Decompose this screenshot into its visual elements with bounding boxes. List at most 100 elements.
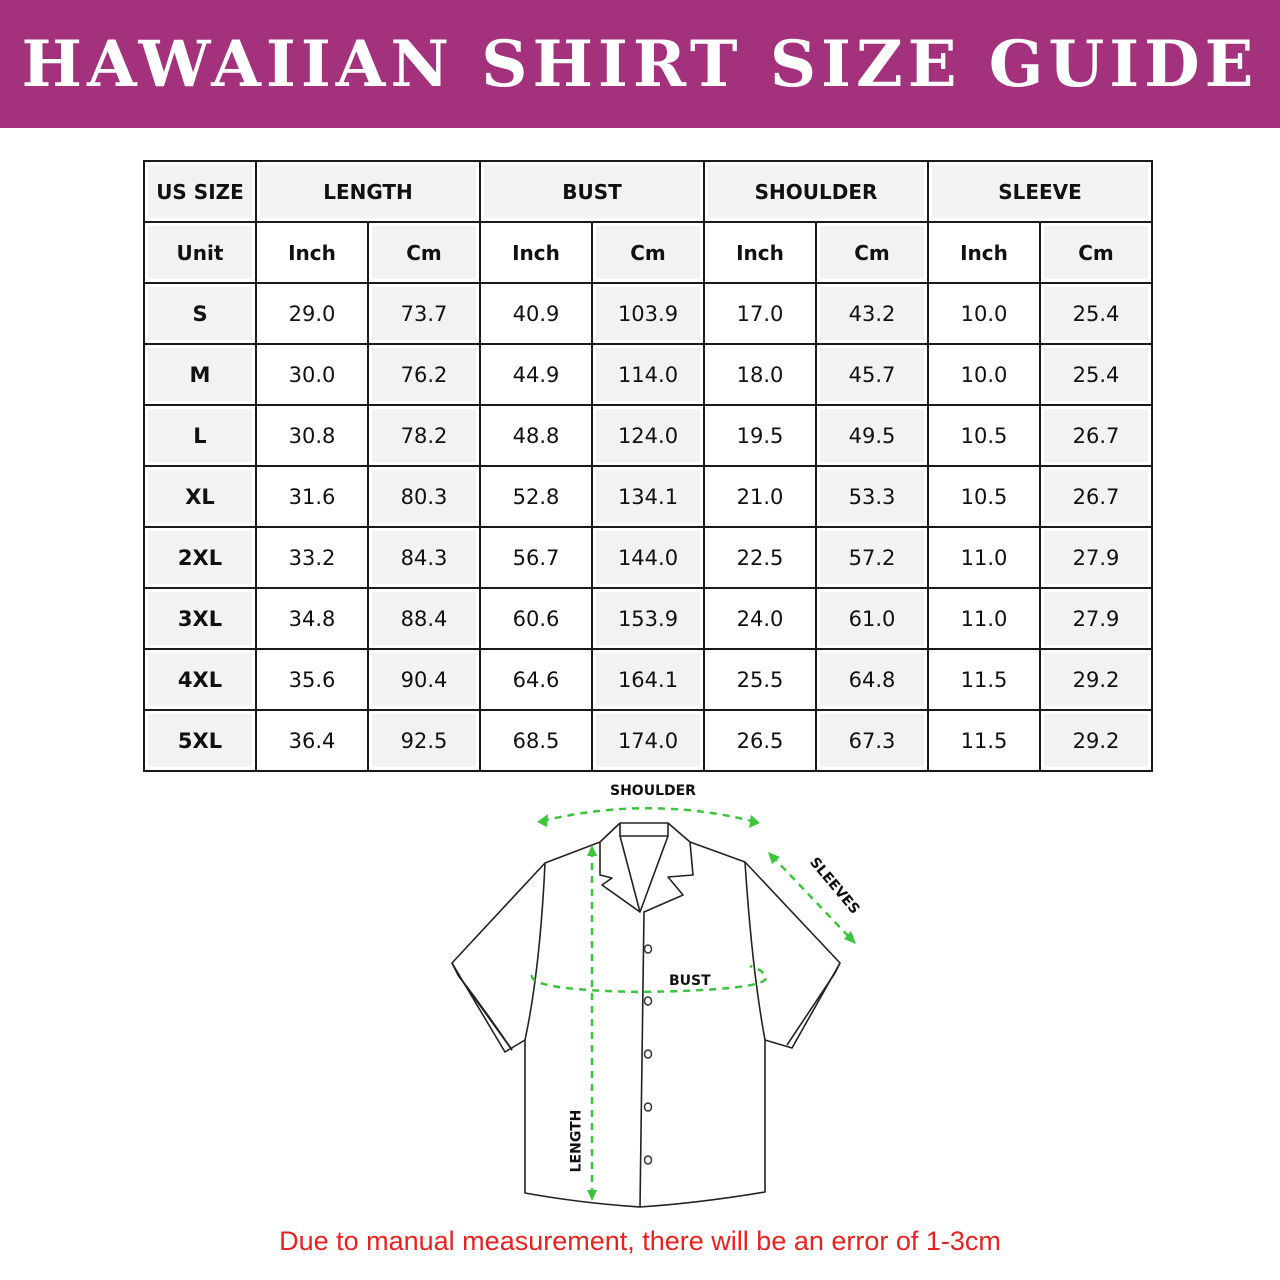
group-header-cell: SHOULDER [703, 160, 929, 223]
value-cell: 164.1 [591, 648, 705, 711]
value-cell-text: 61.0 [820, 592, 924, 645]
value-cell-text: 92.5 [372, 714, 476, 767]
value-cell-text: 153.9 [596, 592, 700, 645]
value-cell-text: 11.5 [932, 653, 1036, 706]
unit-label-cell: Unit [143, 221, 257, 284]
length-label: LENGTH [568, 1109, 585, 1173]
value-cell-text: 24.0 [708, 592, 812, 645]
unit-cell: Inch [703, 221, 817, 284]
unit-cell: Cm [367, 221, 481, 284]
value-cell-text: 29.2 [1044, 653, 1148, 706]
shoulder-arrow [541, 807, 757, 824]
table-row: M 30.0 76.2 44.9 114.0 18.0 45.7 10.0 25.4 [143, 343, 1153, 406]
size-cell-text: 2XL [148, 531, 252, 584]
value-cell: 26.7 [1039, 465, 1153, 528]
unit-row: Unit Inch Cm Inch Cm Inch Cm Inch Cm [143, 221, 1153, 284]
unit-cell-text: Cm [820, 226, 924, 279]
unit-cell: Cm [815, 221, 929, 284]
value-cell: 33.2 [255, 526, 369, 589]
table-row: 5XL 36.4 92.5 68.5 174.0 26.5 67.3 11.5 29.2 [143, 709, 1153, 772]
value-cell: 153.9 [591, 587, 705, 650]
value-cell: 114.0 [591, 343, 705, 406]
value-cell: 40.9 [479, 282, 593, 345]
value-cell-text: 44.9 [484, 348, 588, 401]
value-cell-text: 78.2 [372, 409, 476, 462]
value-cell: 78.2 [367, 404, 481, 467]
bust-arrow [530, 964, 768, 994]
value-cell-text: 25.4 [1044, 287, 1148, 340]
size-cell: 5XL [143, 709, 257, 772]
value-cell: 56.7 [479, 526, 593, 589]
value-cell: 35.6 [255, 648, 369, 711]
value-cell-text: 29.2 [1044, 714, 1148, 767]
value-cell-text: 11.5 [932, 714, 1036, 767]
value-cell-text: 25.5 [708, 653, 812, 706]
value-cell-text: 144.0 [596, 531, 700, 584]
value-cell-text: 31.6 [260, 470, 364, 523]
unit-cell: Inch [255, 221, 369, 284]
shoulder-label: SHOULDER [610, 783, 696, 799]
unit-cell-text: Inch [260, 226, 364, 279]
value-cell: 88.4 [367, 587, 481, 650]
sleeves-label: SLEEVES [806, 854, 863, 918]
value-cell-text: 33.2 [260, 531, 364, 584]
size-cell: 2XL [143, 526, 257, 589]
value-cell-text: 84.3 [372, 531, 476, 584]
value-cell: 64.6 [479, 648, 593, 711]
value-cell: 30.0 [255, 343, 369, 406]
value-cell: 27.9 [1039, 587, 1153, 650]
value-cell-text: 68.5 [484, 714, 588, 767]
value-cell: 21.0 [703, 465, 817, 528]
unit-cell-text: Cm [1044, 226, 1148, 279]
value-cell: 124.0 [591, 404, 705, 467]
value-cell-text: 80.3 [372, 470, 476, 523]
value-cell: 84.3 [367, 526, 481, 589]
value-cell-text: 88.4 [372, 592, 476, 645]
size-cell-text: 3XL [148, 592, 252, 645]
value-cell-text: 26.7 [1044, 409, 1148, 462]
value-cell: 36.4 [255, 709, 369, 772]
value-cell-text: 90.4 [372, 653, 476, 706]
value-cell: 68.5 [479, 709, 593, 772]
table-row: 4XL 35.6 90.4 64.6 164.1 25.5 64.8 11.5 29.2 [143, 648, 1153, 711]
size-cell-text: XL [148, 470, 252, 523]
value-cell-text: 29.0 [260, 287, 364, 340]
group-header-cell-text: LENGTH [260, 165, 476, 218]
value-cell: 44.9 [479, 343, 593, 406]
value-cell-text: 45.7 [820, 348, 924, 401]
value-cell-text: 11.0 [932, 531, 1036, 584]
value-cell: 67.3 [815, 709, 929, 772]
group-header-cell-text: SHOULDER [708, 165, 924, 218]
group-header-row: US SIZE LENGTH BUST SHOULDER SLEEVE [143, 160, 1153, 223]
value-cell: 144.0 [591, 526, 705, 589]
value-cell: 24.0 [703, 587, 817, 650]
value-cell-text: 34.8 [260, 592, 364, 645]
value-cell-text: 26.7 [1044, 470, 1148, 523]
value-cell: 73.7 [367, 282, 481, 345]
unit-cell-text: Inch [708, 226, 812, 279]
value-cell: 52.8 [479, 465, 593, 528]
measurement-note: Due to manual measurement, there will be… [279, 1226, 1001, 1256]
group-header-cell: BUST [479, 160, 705, 223]
value-cell-text: 35.6 [260, 653, 364, 706]
value-cell-text: 164.1 [596, 653, 700, 706]
unit-cell-text: Inch [932, 226, 1036, 279]
value-cell-text: 64.6 [484, 653, 588, 706]
value-cell: 80.3 [367, 465, 481, 528]
value-cell: 18.0 [703, 343, 817, 406]
value-cell-text: 174.0 [596, 714, 700, 767]
value-cell: 34.8 [255, 587, 369, 650]
size-cell-text: 4XL [148, 653, 252, 706]
size-cell: L [143, 404, 257, 467]
value-cell: 90.4 [367, 648, 481, 711]
value-cell-text: 22.5 [708, 531, 812, 584]
value-cell: 26.7 [1039, 404, 1153, 467]
title-banner: HAWAIIAN SHIRT SIZE GUIDE [0, 0, 1280, 128]
size-cell-text: M [148, 348, 252, 401]
value-cell-text: 64.8 [820, 653, 924, 706]
unit-cell: Cm [591, 221, 705, 284]
button-icons [643, 944, 653, 1165]
value-cell: 19.5 [703, 404, 817, 467]
value-cell: 43.2 [815, 282, 929, 345]
value-cell-text: 27.9 [1044, 592, 1148, 645]
